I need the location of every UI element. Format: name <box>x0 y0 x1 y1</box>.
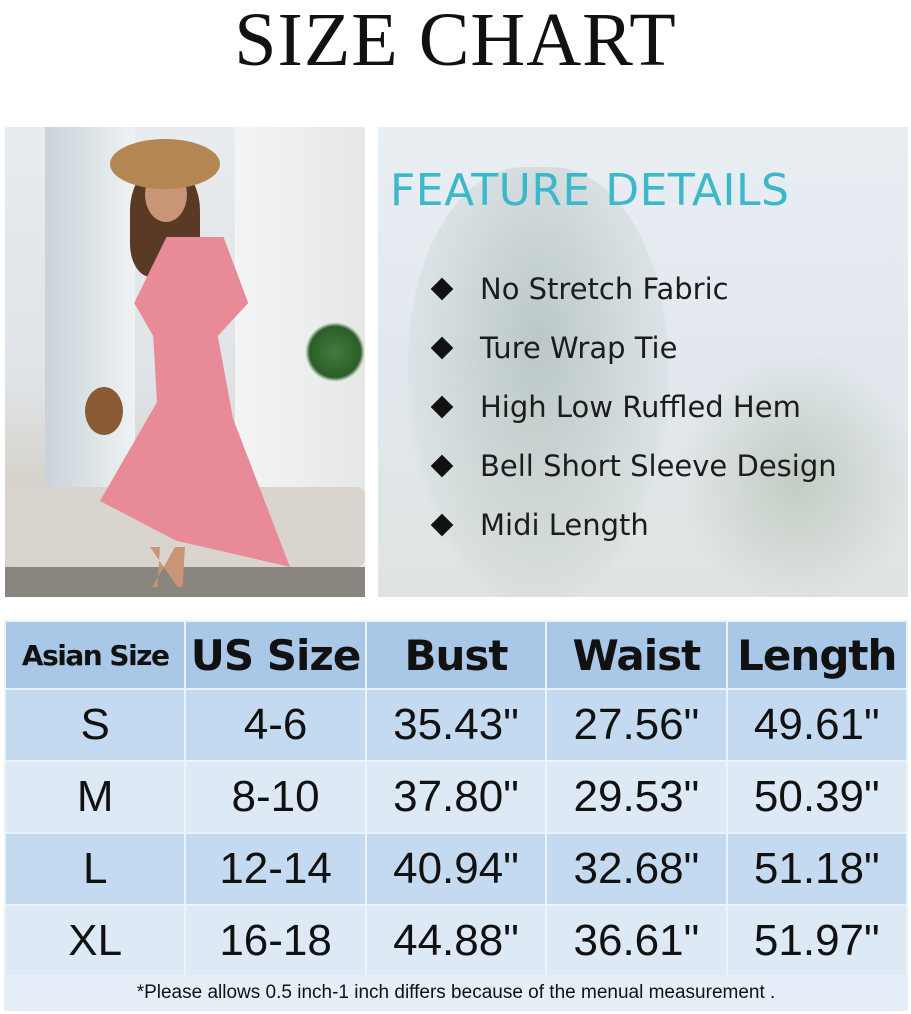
floor <box>5 567 365 597</box>
cell: 29.53" <box>545 760 728 834</box>
feature-item: Bell Short Sleeve Design <box>430 436 837 495</box>
table-row: M 8-10 37.80" 29.53" 50.39" <box>3 760 909 834</box>
feature-item: Ture Wrap Tie <box>430 318 837 377</box>
page-title: SIZE CHART <box>234 0 677 82</box>
cell: 12-14 <box>184 832 367 906</box>
feature-item: Midi Length <box>430 495 837 554</box>
straw-hat <box>110 139 220 189</box>
cell: 50.39" <box>725 760 909 834</box>
cell: XL <box>3 904 187 978</box>
feature-item: No Stretch Fabric <box>430 259 837 318</box>
feature-text: Midi Length <box>480 507 649 542</box>
header-length: Length <box>725 620 909 690</box>
cell: 27.56" <box>545 688 728 762</box>
cell: 51.18" <box>725 832 909 906</box>
product-photo <box>5 127 365 597</box>
cell: L <box>3 832 187 906</box>
feature-text: No Stretch Fabric <box>480 271 729 306</box>
cell: 32.68" <box>545 832 728 906</box>
diamond-bullet-icon <box>430 454 454 477</box>
cell: M <box>3 760 187 834</box>
cell: 36.61" <box>545 904 728 978</box>
cell: 40.94" <box>364 832 548 906</box>
measurement-note: *Please allows 0.5 inch-1 inch differs b… <box>4 975 908 1011</box>
table-row: XL 16-18 44.88" 36.61" 51.97" <box>3 904 909 978</box>
diamond-bullet-icon <box>430 395 454 418</box>
cell: 49.61" <box>725 688 909 762</box>
feature-text: Ture Wrap Tie <box>480 330 678 365</box>
cell: 37.80" <box>364 760 548 834</box>
table-header-row: Asian Size US Size Bust Waist Length <box>3 620 909 690</box>
feature-text: High Low Ruffled Hem <box>480 389 801 424</box>
cell: 4-6 <box>184 688 367 762</box>
round-bag <box>85 387 123 435</box>
header-waist: Waist <box>545 620 728 690</box>
header-us-size: US Size <box>184 620 367 690</box>
feature-heading: FEATURE DETAILS <box>390 165 790 216</box>
window <box>45 127 135 507</box>
header-bust: Bust <box>364 620 548 690</box>
diamond-bullet-icon <box>430 336 454 359</box>
table-row: L 12-14 40.94" 32.68" 51.18" <box>3 832 909 906</box>
feature-text: Bell Short Sleeve Design <box>480 448 837 483</box>
feature-details-panel: FEATURE DETAILS No Stretch Fabric Ture W… <box>378 127 908 597</box>
cell: 44.88" <box>364 904 548 978</box>
tree-background <box>678 347 908 597</box>
header-asian-size: Asian Size <box>3 620 187 690</box>
cell: 35.43" <box>364 688 548 762</box>
cell: 51.97" <box>725 904 909 978</box>
cell: 16-18 <box>184 904 367 978</box>
feature-list: No Stretch Fabric Ture Wrap Tie High Low… <box>430 259 837 554</box>
feature-item: High Low Ruffled Hem <box>430 377 837 436</box>
diamond-bullet-icon <box>430 277 454 300</box>
cell: 8-10 <box>184 760 367 834</box>
diamond-bullet-icon <box>430 513 454 536</box>
size-table: Asian Size US Size Bust Waist Length S 4-… <box>3 620 909 978</box>
table-row: S 4-6 35.43" 27.56" 49.61" <box>3 688 909 762</box>
cell: S <box>3 688 187 762</box>
plant <box>305 322 365 382</box>
